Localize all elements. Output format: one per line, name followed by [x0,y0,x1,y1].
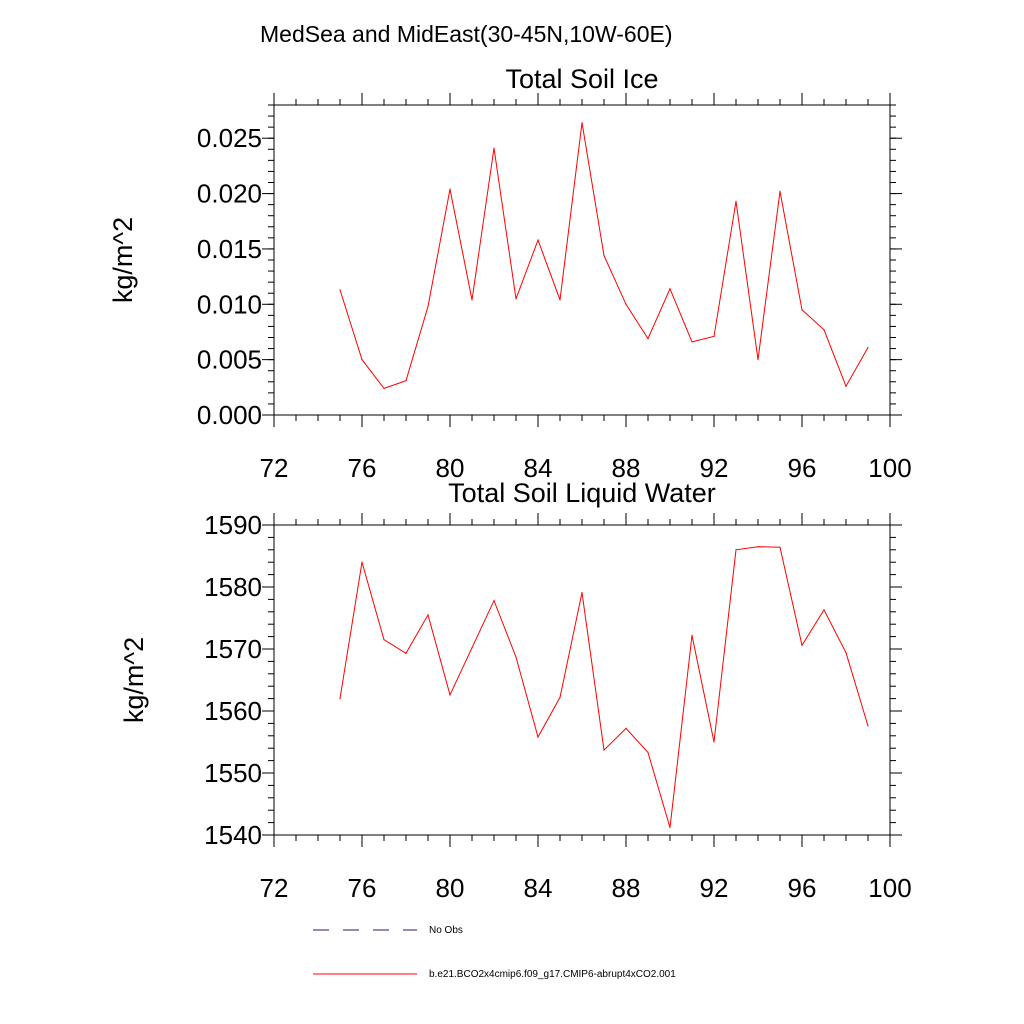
x-tick-label: 96 [788,873,817,903]
x-tick-label: 96 [788,453,817,483]
data-point [471,299,473,301]
x-tick-label: 84 [524,453,553,483]
data-point [823,329,825,331]
y-tick-label: 1550 [204,758,262,788]
data-point [493,600,495,602]
x-tick-label: 100 [868,453,911,483]
data-point [339,698,341,700]
data-point [537,736,539,738]
y-tick-label: 1590 [204,510,262,540]
data-point [735,200,737,202]
data-point [581,122,583,124]
data-point [669,826,671,829]
data-point [493,147,495,149]
data-point [339,289,341,291]
x-tick-label: 84 [524,873,553,903]
legend-label-model: b.e21.BCO2x4cmip6.f09_g17.CMIP6-abrupt4x… [429,969,676,980]
data-point [427,305,429,308]
data-point [471,647,473,649]
x-tick-label: 100 [868,873,911,903]
data-point [603,749,605,751]
data-point [361,561,363,563]
data-point [405,652,407,654]
y-tick-label: 0.005 [197,345,262,375]
y-tick-label: 0.025 [197,123,262,153]
y-tick-label: 1540 [204,820,262,850]
y-tick-label: 0.000 [197,400,262,430]
y-tick-label: 0.010 [197,289,262,319]
data-point [625,727,627,729]
data-point [669,288,671,290]
panel-soil-liquid-water: Total Soil Liquid Water kg/m^2 72 76 80 84 88 9… [119,478,912,903]
data-point [845,652,847,654]
data-point [581,591,583,594]
data-point [845,385,847,387]
y-axis-label-soil-liquid-water: kg/m^2 [119,637,149,723]
data-point [625,303,627,305]
data-point [867,725,869,727]
data-point [823,609,825,611]
y-tick-label: 1580 [204,572,262,602]
x-tick-label: 92 [700,453,729,483]
x-tick-label: 76 [348,873,377,903]
x-tick-label: 72 [260,453,289,483]
y-tick-label: 1570 [204,634,262,664]
y-axis-label-soil-ice: kg/m^2 [108,217,138,303]
panel-title-soil-ice: Total Soil Ice [505,64,658,94]
data-point [713,335,715,337]
data-point [713,741,715,743]
data-point [449,694,451,696]
data-point [757,359,759,361]
data-point [757,546,759,548]
data-point [427,614,429,616]
plot-frame-soil-liquid-water [273,524,891,836]
data-point [603,254,605,257]
data-point [537,239,539,241]
x-tick-label: 88 [612,453,641,483]
x-tick-label: 80 [436,453,465,483]
x-tick-label: 72 [260,873,289,903]
y-tick-label: 1560 [204,696,262,726]
data-point [735,549,737,551]
data-point [867,346,869,349]
data-point [647,751,649,754]
plot-frame-soil-ice [273,104,891,416]
data-point [647,338,649,340]
panel-title-soil-liquid-water: Total Soil Liquid Water [448,478,716,508]
x-tick-label: 92 [700,873,729,903]
data-point [383,639,385,641]
data-point [405,380,407,382]
data-point [779,546,781,548]
main-title: MedSea and MidEast(30-45N,10W-60E) [260,21,673,47]
data-point [801,309,803,311]
data-point [515,298,517,300]
data-point [691,634,693,636]
data-point [559,299,561,301]
data-point [383,387,385,390]
data-point [691,341,693,343]
data-point [361,359,363,361]
data-point [801,644,803,646]
y-tick-label: 0.015 [197,234,262,264]
series-line-soil-liquid-water [339,546,869,828]
data-point [559,696,561,698]
y-tick-label: 0.020 [197,179,262,209]
data-point [449,188,451,190]
x-tick-label: 88 [612,873,641,903]
panel-soil-ice: Total Soil Ice kg/m^2 72 76 80 84 88 92 96 100 0.0… [108,64,912,483]
x-tick-label: 80 [436,873,465,903]
data-point [515,656,517,658]
legend: No Obs b.e21.BCO2x4cmip6.f09_g17.CMIP6-a… [313,925,676,980]
legend-label-no-obs: No Obs [429,925,463,936]
x-tick-label: 76 [348,453,377,483]
data-point [779,190,781,192]
